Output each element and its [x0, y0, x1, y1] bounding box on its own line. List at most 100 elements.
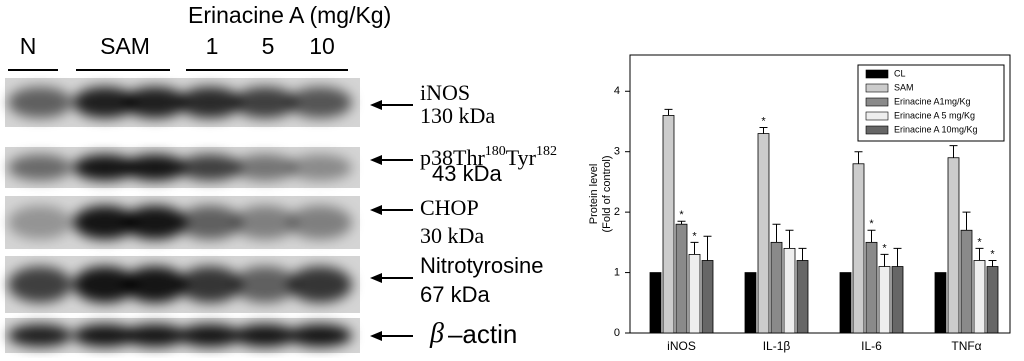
bar [960, 229, 973, 334]
arrow-head [370, 100, 382, 110]
bar [662, 115, 675, 334]
significance-marker: * [882, 242, 887, 254]
significance-marker: * [692, 230, 697, 242]
blot-band [123, 154, 187, 181]
band-name: Nitrotyrosine [420, 253, 543, 278]
legend-label: Erinacine A1mg/Kg [894, 96, 971, 106]
band-name: p38Thr180Tyr182 [420, 144, 557, 170]
blot-band [288, 324, 352, 347]
blot-band [73, 86, 137, 119]
blot-band [8, 154, 72, 181]
error-bar [785, 229, 794, 249]
blot-bands [8, 324, 352, 347]
blot-band [288, 86, 352, 119]
error-bar [703, 235, 712, 261]
lane-label: SAM [100, 33, 150, 59]
lane-label: N [20, 33, 37, 59]
x-tick-label: IL-1β [763, 339, 791, 353]
legend-label: Erinacine A 5 mg/Kg [894, 110, 975, 120]
significance-marker: * [679, 209, 684, 221]
blot-band [288, 205, 352, 240]
bar [688, 254, 701, 334]
blot-band [233, 324, 297, 347]
blot-band [123, 324, 187, 347]
error-bar [962, 211, 971, 231]
error-bar [664, 108, 673, 116]
error-bar [798, 247, 807, 261]
bar [865, 241, 878, 334]
bar [973, 260, 986, 334]
blot-band [8, 266, 72, 303]
y-tick-label: 1 [614, 266, 620, 278]
legend-swatch [865, 83, 889, 93]
bar [891, 266, 904, 334]
y-tick-label: 0 [614, 327, 620, 339]
band-name-part: –actin [448, 319, 517, 349]
band-size: 130 kDa [420, 103, 495, 128]
bar [770, 241, 783, 334]
band-name: β –actin [429, 318, 517, 349]
legend-label: SAM [894, 82, 914, 92]
band-size: 43 kDa [432, 161, 502, 186]
bar-chart: 0 1 2 3 4 Protein level(Fold of control) iNOS *… [588, 54, 1011, 353]
error-bar [880, 253, 889, 267]
bar [701, 260, 714, 334]
blot-bands [8, 86, 352, 119]
x-tick-label: iNOS [667, 339, 696, 353]
error-bar [854, 151, 863, 164]
x-tick-label: IL-6 [861, 339, 882, 353]
y-tick-label: 3 [614, 146, 620, 158]
blot-band [178, 86, 242, 119]
bar [675, 223, 688, 334]
bar [947, 157, 960, 334]
legend-swatch [865, 111, 889, 121]
legend-label: Erinacine A 10mg/Kg [894, 124, 978, 134]
band-size: 67 kDa [420, 282, 490, 307]
blot-band [73, 266, 137, 303]
bar [839, 272, 852, 334]
legend-swatch [865, 125, 889, 135]
y-tick-label: 2 [614, 206, 620, 218]
bar [986, 266, 999, 334]
blot-bands [8, 154, 352, 181]
x-tick-label: TNFα [951, 339, 981, 353]
blot-band [8, 205, 72, 240]
blot-band [123, 266, 187, 303]
blot-band [233, 266, 297, 303]
legend-swatch [865, 97, 889, 107]
legend-swatch [865, 69, 889, 79]
lane-label: 5 [262, 33, 275, 59]
blot-band [73, 324, 137, 347]
blot-band [233, 86, 297, 119]
significance-marker: * [761, 115, 766, 127]
error-bar [893, 247, 902, 267]
blot-band [73, 205, 137, 240]
treatment-header: Erinacine A (mg/Kg) [188, 2, 391, 28]
blot-band [8, 86, 72, 119]
lane-label: 10 [309, 33, 335, 59]
blot-band [178, 154, 242, 181]
bar [796, 260, 809, 334]
error-bar [690, 241, 699, 255]
bar [744, 272, 757, 334]
blot-band [288, 266, 352, 303]
arrow-head [370, 331, 382, 341]
blot-band [123, 86, 187, 119]
band-name: iNOS [420, 80, 470, 105]
error-bar [949, 145, 958, 158]
y-axis-label: Protein level(Fold of control) [588, 155, 613, 232]
significance-marker: * [869, 218, 874, 230]
band-name-part: p38Thr [420, 145, 485, 170]
blot-band [178, 205, 242, 240]
arrow-head [370, 273, 382, 283]
arrow-head [370, 155, 382, 165]
band-name: CHOP [420, 195, 479, 220]
superscript: 182 [536, 144, 557, 159]
arrow-head [370, 205, 382, 215]
bar [852, 163, 865, 334]
plot-frame [629, 54, 1011, 334]
bar [649, 272, 662, 334]
band-name-part: Tyr [506, 145, 537, 170]
